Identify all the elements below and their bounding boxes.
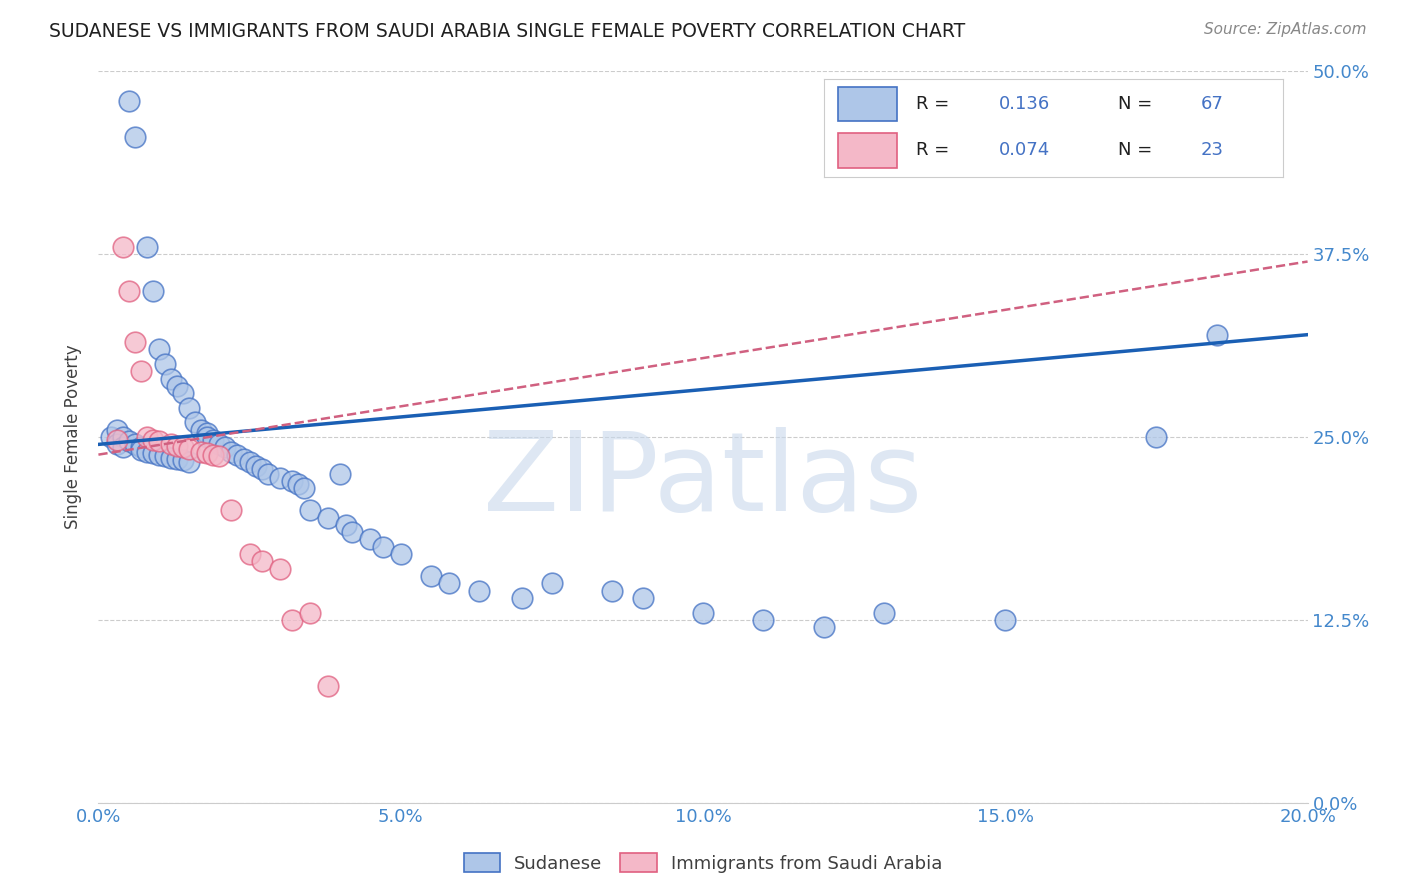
Point bbox=[153, 357, 176, 371]
Point bbox=[389, 547, 412, 561]
Point bbox=[540, 576, 562, 591]
Legend: Sudanese, Immigrants from Saudi Arabia: Sudanese, Immigrants from Saudi Arabia bbox=[454, 844, 952, 881]
Point bbox=[195, 430, 218, 444]
Point bbox=[135, 240, 157, 254]
Point bbox=[160, 437, 183, 451]
Point bbox=[129, 443, 152, 458]
Point bbox=[184, 416, 207, 430]
Point bbox=[111, 240, 134, 254]
Point bbox=[299, 503, 322, 517]
Point bbox=[179, 442, 201, 456]
Point bbox=[226, 448, 249, 462]
Point bbox=[256, 467, 278, 481]
Point bbox=[292, 481, 315, 495]
Point bbox=[1206, 327, 1229, 342]
Point bbox=[994, 613, 1017, 627]
Point bbox=[269, 562, 291, 576]
Text: ZIPatlas: ZIPatlas bbox=[484, 427, 922, 534]
Point bbox=[299, 606, 322, 620]
Point bbox=[142, 284, 165, 298]
Point bbox=[287, 476, 309, 491]
Point bbox=[166, 439, 188, 453]
Point bbox=[172, 440, 194, 454]
Point bbox=[129, 440, 152, 454]
Point bbox=[118, 284, 141, 298]
Point bbox=[118, 94, 141, 108]
Point bbox=[148, 434, 170, 449]
Point bbox=[124, 437, 146, 451]
Point bbox=[437, 576, 460, 591]
Point bbox=[105, 423, 128, 437]
Point bbox=[148, 448, 170, 462]
Point bbox=[342, 525, 364, 540]
Point bbox=[111, 440, 134, 454]
Point bbox=[1144, 430, 1167, 444]
Point bbox=[190, 423, 212, 437]
Point bbox=[105, 433, 128, 447]
Point bbox=[316, 510, 339, 524]
Point bbox=[129, 364, 152, 378]
Point bbox=[195, 425, 218, 440]
Point bbox=[245, 459, 267, 474]
Point bbox=[153, 449, 176, 463]
Point bbox=[208, 437, 231, 451]
Point bbox=[166, 452, 188, 467]
Point bbox=[468, 583, 491, 598]
Point bbox=[202, 433, 225, 447]
Point bbox=[221, 503, 243, 517]
Point bbox=[179, 455, 201, 469]
Point bbox=[420, 569, 443, 583]
Point bbox=[142, 446, 165, 460]
Point bbox=[111, 430, 134, 444]
Point bbox=[190, 444, 212, 458]
Point bbox=[335, 517, 357, 532]
Point bbox=[250, 462, 273, 476]
Point bbox=[214, 440, 236, 454]
Point bbox=[172, 386, 194, 401]
Text: Source: ZipAtlas.com: Source: ZipAtlas.com bbox=[1204, 22, 1367, 37]
Point bbox=[172, 453, 194, 467]
Point bbox=[281, 613, 304, 627]
Point bbox=[281, 474, 304, 488]
Point bbox=[124, 130, 146, 145]
Point bbox=[371, 540, 394, 554]
Point bbox=[135, 430, 157, 444]
Point bbox=[329, 467, 352, 481]
Point bbox=[179, 401, 201, 415]
Point bbox=[752, 613, 775, 627]
Point bbox=[316, 679, 339, 693]
Point bbox=[813, 620, 835, 634]
Point bbox=[105, 437, 128, 451]
Point bbox=[221, 444, 243, 458]
Point bbox=[692, 606, 714, 620]
Point bbox=[142, 433, 165, 447]
Point bbox=[510, 591, 533, 605]
Point bbox=[124, 334, 146, 349]
Point bbox=[873, 606, 896, 620]
Point bbox=[166, 379, 188, 393]
Point bbox=[148, 343, 170, 357]
Point bbox=[250, 554, 273, 568]
Y-axis label: Single Female Poverty: Single Female Poverty bbox=[65, 345, 83, 529]
Point bbox=[208, 449, 231, 463]
Point bbox=[195, 446, 218, 460]
Text: SUDANESE VS IMMIGRANTS FROM SAUDI ARABIA SINGLE FEMALE POVERTY CORRELATION CHART: SUDANESE VS IMMIGRANTS FROM SAUDI ARABIA… bbox=[49, 22, 966, 41]
Point bbox=[602, 583, 624, 598]
Point bbox=[160, 450, 183, 465]
Point bbox=[100, 430, 122, 444]
Point bbox=[118, 434, 141, 449]
Point bbox=[160, 371, 183, 385]
Point bbox=[631, 591, 654, 605]
Point bbox=[135, 444, 157, 458]
Point bbox=[202, 448, 225, 462]
Point bbox=[269, 471, 291, 485]
Point bbox=[360, 533, 382, 547]
Point bbox=[239, 455, 262, 469]
Point bbox=[232, 452, 254, 467]
Point bbox=[239, 547, 262, 561]
